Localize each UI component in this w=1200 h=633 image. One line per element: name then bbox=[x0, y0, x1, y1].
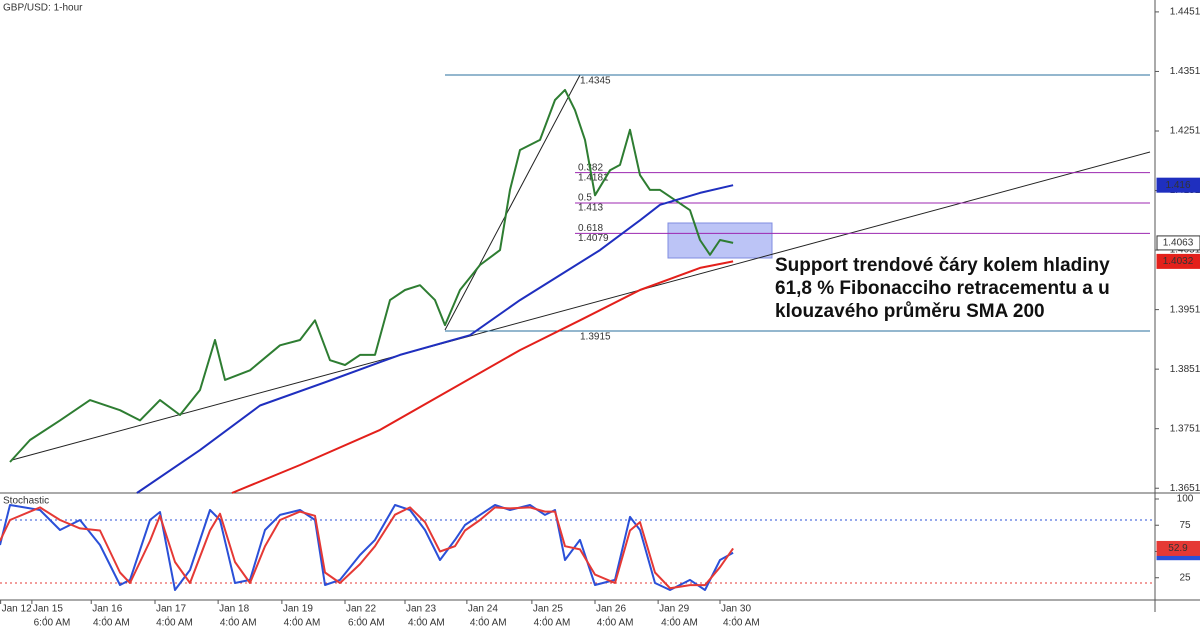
y-tick-label: 25 bbox=[1179, 572, 1191, 583]
y-tick-label: 1.3651 bbox=[1170, 483, 1200, 494]
fib-price: 1.4181 bbox=[578, 172, 609, 183]
x-tick-label: 4:00 AM bbox=[156, 618, 193, 628]
value-badge-label: 52.9 bbox=[1168, 543, 1188, 554]
x-tick-label: 4:00 AM bbox=[661, 618, 698, 628]
x-tick-label: 4:00 AM bbox=[470, 618, 507, 628]
x-tick-label: Jan 15 bbox=[33, 604, 63, 615]
fib-price: 1.413 bbox=[578, 203, 603, 214]
x-tick-label: 4:00 AM bbox=[597, 618, 634, 628]
series-line bbox=[9, 88, 734, 463]
value-badge bbox=[1156, 253, 1200, 269]
x-tick-label: Jan 18 bbox=[219, 604, 249, 615]
fib-anchor-line bbox=[444, 74, 581, 331]
annotation: klouzavého průměru SMA 200 bbox=[775, 301, 1045, 322]
x-tick-label: Jan 17 bbox=[156, 604, 186, 615]
series-line bbox=[0, 506, 734, 590]
x-tick-label: 6:00 AM bbox=[348, 618, 385, 628]
x-tick-label: Jan 26 bbox=[596, 604, 626, 615]
value-badge-label: 1.416 bbox=[1165, 180, 1190, 191]
series-line bbox=[231, 260, 734, 494]
x-tick-label: 4:00 AM bbox=[408, 618, 445, 628]
x-tick-label: Jan 22 bbox=[346, 604, 376, 615]
level-label: 1.4345 bbox=[580, 76, 611, 87]
x-tick-label: Jan 24 bbox=[468, 604, 498, 615]
chart-title: GBP/USD: 1-hour bbox=[3, 3, 83, 14]
x-tick-label: 4:00 AM bbox=[723, 618, 760, 628]
x-tick-label: Jan 29 bbox=[659, 604, 689, 615]
value-badge bbox=[1156, 540, 1200, 556]
value-badge-label: 1.4032 bbox=[1163, 256, 1194, 267]
value-badge bbox=[1156, 177, 1200, 193]
y-tick-label: 1.4351 bbox=[1170, 66, 1200, 77]
y-tick-label: 1.4251 bbox=[1170, 126, 1200, 137]
x-tick-label: 6:00 AM bbox=[34, 618, 71, 628]
x-tick-label: 4:00 AM bbox=[93, 618, 130, 628]
y-tick-label: 1.3951 bbox=[1170, 304, 1200, 315]
pane-title: Stochastic bbox=[3, 496, 49, 507]
level-label: 1.3915 bbox=[580, 332, 611, 343]
x-tick-label: 4:00 AM bbox=[284, 618, 321, 628]
series-line bbox=[136, 184, 734, 494]
x-tick-label: Jan 23 bbox=[406, 604, 436, 615]
series-line bbox=[0, 504, 734, 591]
x-tick-label: Jan 19 bbox=[283, 604, 313, 615]
x-tick-label: Jan 16 bbox=[92, 604, 122, 615]
y-tick-label: 1.4451 bbox=[1170, 7, 1200, 18]
value-badge-label: 1.4063 bbox=[1163, 238, 1194, 249]
x-tick-label: Jan 25 bbox=[533, 604, 563, 615]
y-tick-label: 1.3851 bbox=[1170, 364, 1200, 375]
value-badge bbox=[1156, 235, 1200, 251]
annotation: Support trendové čáry kolem hladiny bbox=[775, 255, 1110, 276]
y-tick-label: 100 bbox=[1177, 494, 1194, 505]
y-tick-label: 75 bbox=[1179, 520, 1191, 531]
x-tick-label: 4:00 AM bbox=[534, 618, 571, 628]
x-tick-label: Jan 12 bbox=[2, 604, 32, 615]
y-tick-label: 1.3751 bbox=[1170, 423, 1200, 434]
fib-ratio: 0.618 bbox=[578, 223, 603, 234]
annotation: 61,8 % Fibonacciho retracementu a u bbox=[775, 278, 1110, 299]
fib-ratio: 0.5 bbox=[578, 193, 592, 204]
x-tick-label: 4:00 AM bbox=[220, 618, 257, 628]
fib-price: 1.4079 bbox=[578, 233, 609, 244]
x-tick-label: Jan 30 bbox=[721, 604, 751, 615]
